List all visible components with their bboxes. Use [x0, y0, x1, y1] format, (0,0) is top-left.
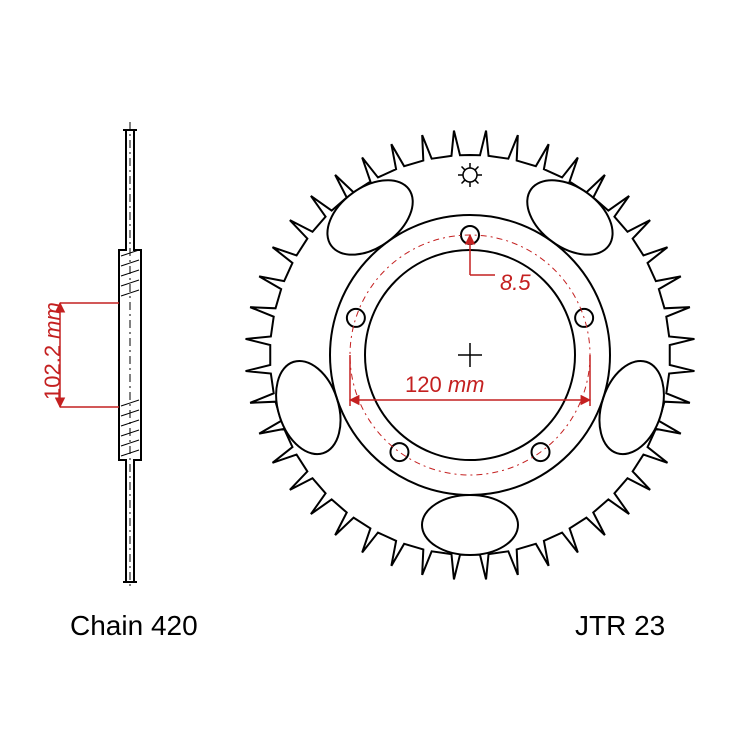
chain-label: Chain 420	[70, 610, 198, 642]
bore-dim-label: 102.2 mm	[40, 302, 66, 400]
sprocket-side-view	[119, 122, 141, 590]
part-number-label: JTR 23	[575, 610, 665, 642]
sprocket-cutout	[422, 495, 518, 555]
bolt-hole-dim-label: 8.5	[500, 270, 531, 296]
bolt-circle-dim-label: 120 mm	[405, 372, 485, 398]
